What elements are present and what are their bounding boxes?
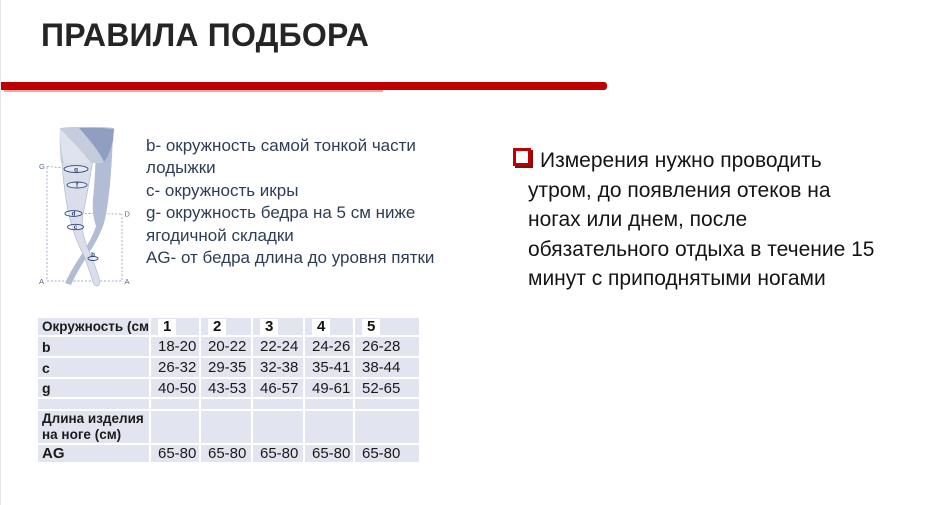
table-row: Длина изделия на ноге (см) [38,411,419,443]
table-row-label: c [38,358,149,377]
diagram-label-A-left: A [39,277,44,286]
table-row: b 18-20 20-22 22-24 24-26 26-28 [38,337,419,356]
hip-dark-panel [79,127,114,162]
measure-arc-c [67,223,84,231]
table-row-label [38,399,149,409]
size-number-chip: 1 [158,319,177,335]
size-number-chip: 4 [312,319,331,335]
table-cell: 65-80 [253,445,303,462]
diagram-label-b: b [91,251,95,258]
measurement-legend: b- окружность самой тонкой части лодыжки… [146,136,435,268]
table-cell: 26-32 [151,358,199,377]
table-row-label: g [38,379,149,397]
table-header-row: Окружность (см) 1 2 3 4 5 [38,318,419,335]
diagram-label-D: D [125,210,131,219]
table-cell: 43-53 [201,379,251,397]
table-size-header-cell: 5 [355,318,419,335]
front-leg-shape [60,131,100,287]
size-table-body: Окружность (см) 1 2 3 4 5 b 18-20 20-22 22-24 24-2… [38,318,419,462]
page-title: ПРАВИЛА ПОДБОРА [41,17,369,53]
diagram-label-G: G [39,162,45,171]
size-table: Окружность (см) 1 2 3 4 5 b 18-20 20-22 22-24 24-2… [36,316,421,464]
diagram-label-f: f [76,182,79,189]
table-cell [305,399,353,409]
red-divider-bar [1,82,607,90]
table-cell [355,399,419,409]
table-cell [253,411,303,443]
table-cell: 65-80 [305,445,353,462]
table-cell: 38-44 [355,358,419,377]
diagram-guide-g [46,166,66,169]
back-leg-shape [65,132,113,285]
measure-arc-g [63,165,89,173]
table-cell: 40-50 [151,379,199,397]
table-cell [305,411,353,443]
measure-arc-f [66,181,88,189]
measurement-note: Измерения нужно проводить утром, до появ… [513,146,928,294]
table-size-header-cell: 2 [201,318,251,335]
hip-light-panel [60,129,91,163]
table-cell: 32-38 [253,358,303,377]
diagram-label-d: d [72,211,76,218]
table-cell: 26-28 [355,337,419,356]
table-row: g 40-50 43-53 46-57 49-61 52-65 [38,379,419,397]
table-size-header-cell: 1 [151,318,199,335]
legs-measurement-diagram: G A A D g f d c b [39,127,131,287]
diagram-label-c: c [74,224,78,231]
table-cell [151,411,199,443]
diagram-guide-lines [46,167,123,282]
table-size-header-cell: 3 [253,318,303,335]
measure-arc-d [64,210,83,217]
table-cell: 29-35 [201,358,251,377]
table-cell [201,399,251,409]
table-cell: 49-61 [305,379,353,397]
table-cell: 18-20 [151,337,199,356]
size-number-chip: 5 [362,319,381,335]
diagram-label-A-right: A [125,277,130,286]
size-number-chip: 3 [260,319,279,335]
table-cell: 52-65 [355,379,419,397]
measurement-note-text: Измерения нужно проводить утром, до появ… [528,149,875,290]
table-cell [151,399,199,409]
red-square-bullet-icon [513,148,531,166]
table-cell: 22-24 [253,337,303,356]
table-cell: 65-80 [201,445,251,462]
table-cell: 20-22 [201,337,251,356]
table-row [38,399,419,409]
table-row-label: Длина изделия на ноге (см) [38,411,149,443]
measure-arc-b [87,256,99,261]
table-cell [201,411,251,443]
table-cell: 24-26 [305,337,353,356]
table-cell [355,411,419,443]
diagram-label-g: g [74,166,78,173]
table-cell: 35-41 [305,358,353,377]
table-row: AG 65-80 65-80 65-80 65-80 65-80 [38,445,419,462]
red-divider-bar-shadow [4,90,383,92]
size-number-chip: 2 [208,319,227,335]
table-cell: 65-80 [151,445,199,462]
table-header-label: Окружность (см) [38,318,149,335]
table-cell: 65-80 [355,445,419,462]
table-row-label: b [38,337,149,356]
table-size-header-cell: 4 [305,318,353,335]
table-row-label: AG [38,445,149,462]
table-cell [253,399,303,409]
table-row: c 26-32 29-35 32-38 35-41 38-44 [38,358,419,377]
table-cell: 46-57 [253,379,303,397]
